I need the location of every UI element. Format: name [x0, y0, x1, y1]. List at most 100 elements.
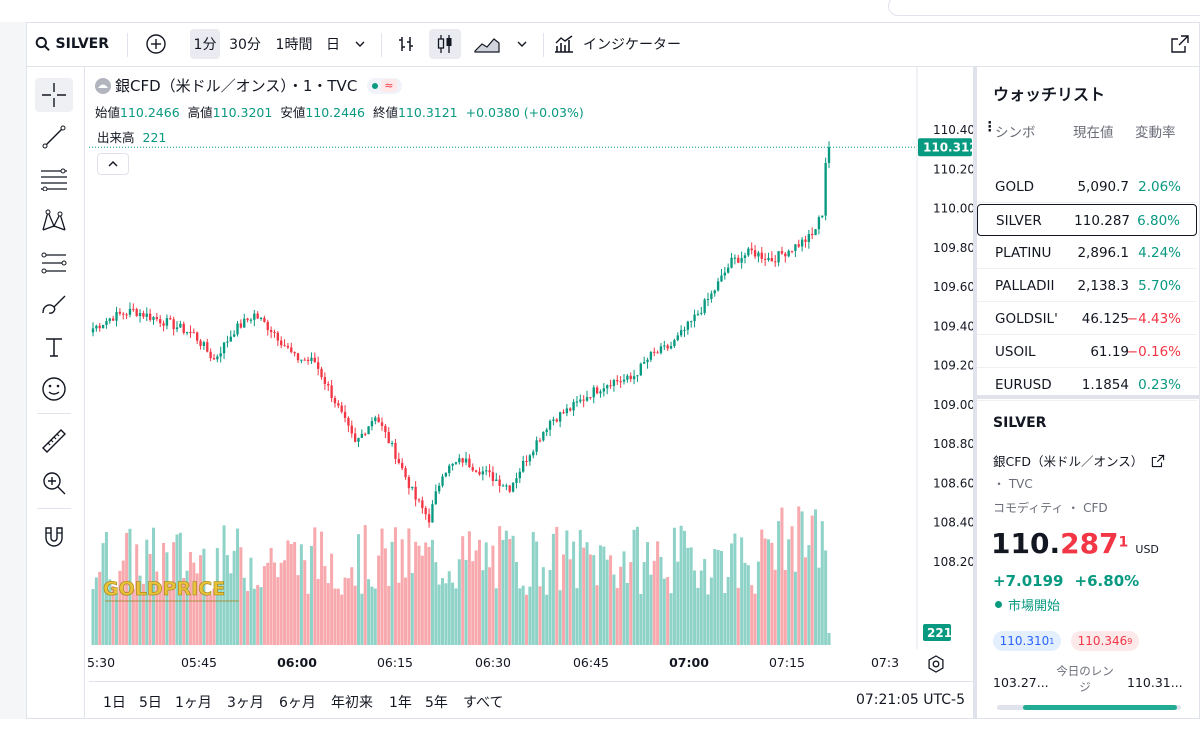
trendline-tool[interactable]	[35, 120, 73, 154]
volume-bar	[101, 543, 105, 645]
crosshair-icon	[42, 83, 66, 107]
volume-bar	[246, 591, 250, 645]
candle-body	[686, 321, 690, 330]
time-axis[interactable]: 5:30 05:45 06:00 06:15 06:30 06:45 07:00…	[87, 649, 973, 679]
col-last[interactable]: 現在値	[1073, 125, 1114, 141]
range-6m-button[interactable]: 6ヶ月	[279, 695, 316, 711]
top-search-pill[interactable]	[888, 0, 1200, 16]
candlestick-chart[interactable]: 110.4000 110.2000 110.0000 109.8000 109.6000…	[89, 67, 973, 649]
col-change[interactable]: 変動率	[1135, 125, 1176, 141]
fib-tool[interactable]	[35, 162, 73, 196]
volume-bar	[709, 577, 713, 645]
volume-bar	[457, 559, 461, 645]
brush-tool[interactable]	[35, 288, 73, 322]
prediction-tool[interactable]	[35, 246, 73, 280]
volume-bar	[756, 561, 760, 645]
external-link-icon[interactable]	[1151, 454, 1165, 468]
candle-body	[622, 379, 626, 382]
watchlist-title[interactable]: ウォッチリスト	[993, 85, 1106, 104]
interval-1d[interactable]: 日	[326, 37, 340, 53]
symbol-search-button[interactable]: SILVER	[35, 29, 109, 59]
candle-body	[461, 458, 464, 463]
bid-pill[interactable]: 110.310 1	[993, 631, 1061, 651]
watchlist-row[interactable]: EURUSD 1.1854 0.23%	[977, 369, 1197, 401]
range-ytd-button[interactable]: 年初来	[331, 695, 373, 711]
indicators-button[interactable]: インジケーター	[553, 29, 693, 59]
candle-body	[95, 325, 98, 329]
range-5y-button[interactable]: 5年	[425, 695, 448, 711]
candle-body	[424, 508, 427, 515]
candle-body	[737, 257, 740, 263]
range-1y-button[interactable]: 1年	[389, 695, 412, 711]
clock-timezone[interactable]: 07:21:05 UTC-5	[855, 692, 965, 708]
candle-body	[421, 500, 424, 509]
candle-body	[659, 346, 663, 353]
chart-type-dropdown[interactable]	[511, 29, 533, 59]
magnet-tool[interactable]	[35, 520, 73, 554]
current-price-tag[interactable]	[918, 138, 972, 157]
measure-tool[interactable]	[35, 424, 73, 458]
zoom-tool[interactable]	[35, 466, 73, 500]
range-1m-button[interactable]: 1ヶ月	[175, 695, 212, 711]
details-symbol: SILVER	[993, 415, 1047, 431]
area-chart-type-button[interactable]	[471, 29, 503, 59]
candle-body	[313, 357, 316, 363]
volume-bar	[803, 557, 807, 645]
volume-bar	[582, 547, 586, 645]
candle-body	[266, 321, 269, 330]
settings-gear-icon[interactable]	[927, 655, 945, 673]
volume-bar	[192, 562, 196, 645]
price-tick: 110.2000	[933, 162, 973, 176]
interval-dropdown[interactable]	[349, 29, 371, 59]
candle-body	[169, 318, 172, 320]
volume-bar	[773, 569, 777, 645]
watchlist-row[interactable]: PLATINU 2,896.1 4.24%	[977, 237, 1197, 269]
interval-1m[interactable]: 1分	[190, 29, 220, 59]
volume-bar	[262, 566, 266, 645]
interval-1h[interactable]: 1時間	[275, 37, 313, 53]
watchlist-row[interactable]: GOLDSIL' 46.125 −4.43%	[977, 303, 1197, 335]
compare-symbol-button[interactable]	[141, 29, 171, 59]
candle-body	[293, 352, 296, 354]
volume-tag-text: 221	[927, 626, 952, 640]
range-5d-button[interactable]: 5日	[139, 695, 162, 711]
volume-bar	[252, 588, 256, 645]
emoji-tool[interactable]	[35, 372, 73, 406]
volume-bar	[256, 584, 260, 645]
candle-body	[353, 433, 357, 442]
collapse-legend-button[interactable]	[97, 153, 129, 175]
chart-pane[interactable]: 銀CFD（米ドル／オンス）・1・TVC ≈ 始値110.2466 高値110.3…	[89, 67, 973, 677]
watchlist-row[interactable]: USOIL 61.19 −0.16%	[977, 336, 1197, 368]
pattern-tool[interactable]	[35, 204, 73, 238]
volume-bar	[333, 588, 337, 645]
candle-body	[108, 318, 111, 322]
interval-30m[interactable]: 30分	[229, 37, 261, 53]
market-open-badge[interactable]: ≈	[367, 77, 402, 94]
range-1d-button[interactable]: 1日	[103, 695, 126, 711]
low-label: 安値	[280, 105, 306, 120]
popout-button[interactable]	[1165, 29, 1195, 59]
col-symbol[interactable]: シンボ	[995, 125, 1036, 141]
text-tool[interactable]	[35, 330, 73, 364]
candle-body	[434, 491, 437, 505]
bar-chart-type-button[interactable]	[391, 29, 421, 59]
volume-bar	[148, 554, 152, 645]
range-all-button[interactable]: すべて	[463, 695, 504, 711]
watchlist-row[interactable]: PALLADII 2,138.3 5.70%	[977, 270, 1197, 302]
volume-bar	[242, 577, 246, 645]
time-tick: 06:15	[376, 655, 414, 670]
volume-bar	[568, 559, 572, 645]
volume-bar	[367, 579, 371, 645]
crosshair-tool[interactable]	[35, 78, 73, 112]
ask-pill[interactable]: 110.346 9	[1071, 631, 1139, 651]
candle-body	[669, 346, 673, 349]
watchlist-row[interactable]: GOLD 5,090.7 2.06%	[977, 171, 1197, 203]
range-3m-button[interactable]: 3ヶ月	[227, 695, 264, 711]
volume-value: 221	[142, 130, 167, 145]
candle-body	[226, 341, 229, 343]
volume-bar	[131, 588, 135, 645]
drag-handle-icon[interactable]: ⋮	[983, 119, 997, 135]
volume-bar	[750, 585, 754, 645]
candle-chart-type-button[interactable]	[429, 29, 461, 59]
watchlist-row[interactable]: SILVER 110.287 6.80%	[977, 204, 1197, 236]
